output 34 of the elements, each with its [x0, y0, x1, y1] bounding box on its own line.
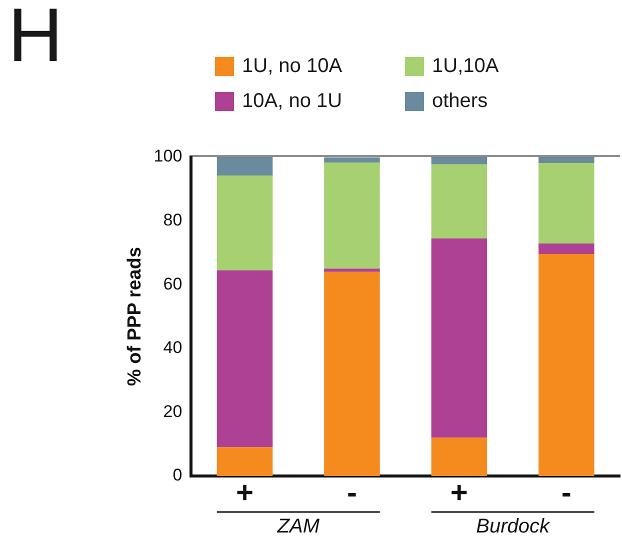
legend-label: others [432, 90, 488, 113]
bar [216, 447, 273, 476]
x-tick-label: - [561, 476, 572, 510]
bar [324, 272, 380, 476]
y-tick-label: 60 [163, 274, 182, 294]
bar [216, 270, 273, 448]
x-tick-label: + [236, 476, 254, 510]
bar [538, 157, 594, 164]
text: Burdock [476, 516, 550, 536]
bar [216, 157, 273, 176]
bar [431, 438, 488, 476]
bar [324, 268, 380, 272]
y-tick-label: 100 [154, 146, 182, 166]
bar [431, 164, 488, 238]
y-tick-label: 0 [172, 466, 182, 485]
chart-title: H [8, 0, 63, 79]
bar [431, 238, 488, 438]
legend-label: 1U,10A [432, 55, 499, 78]
legend-label: 1U, no 10A [242, 55, 342, 78]
y-tick-label: 20 [163, 402, 182, 421]
bar [431, 157, 488, 164]
y-tick-label: 80 [163, 210, 182, 230]
bar [538, 243, 594, 254]
text: ZAM [276, 516, 320, 536]
bar [216, 176, 273, 270]
bar [324, 157, 380, 163]
bar [538, 254, 594, 476]
legend-label: 10A, no 1U [242, 90, 342, 113]
y-axis-title: % of PPP reads [124, 246, 146, 386]
bar [538, 163, 594, 244]
x-tick-label: - [346, 476, 357, 510]
y-tick-label: 40 [163, 338, 182, 358]
x-tick-label: + [450, 476, 468, 510]
bar [324, 162, 380, 269]
